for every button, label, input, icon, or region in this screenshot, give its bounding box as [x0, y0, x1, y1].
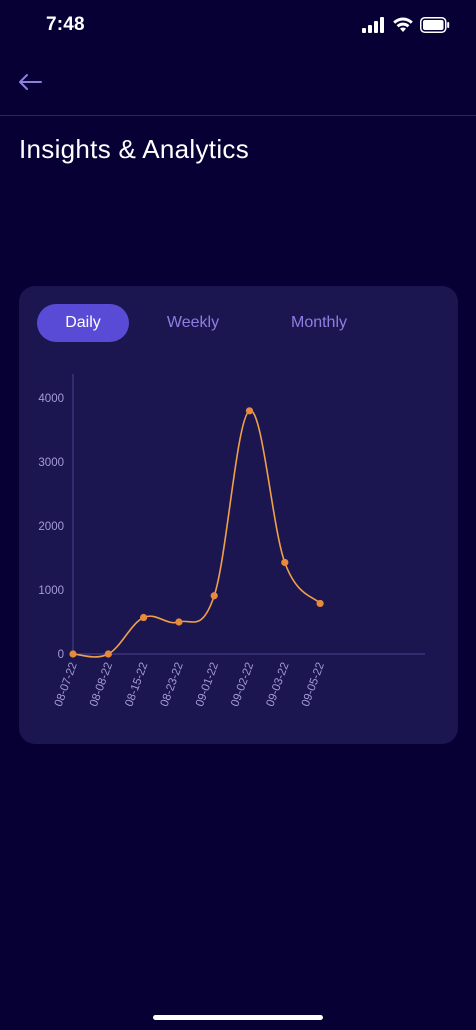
tab-weekly[interactable]: Weekly [166, 314, 220, 331]
data-point [210, 592, 218, 600]
series-line [72, 409, 321, 658]
y-tick-label: 2000 [38, 521, 64, 533]
back-button[interactable] [14, 68, 46, 96]
battery-icon [420, 17, 450, 33]
arrow-left-icon [19, 74, 42, 90]
x-tick-label: 08-23-22 [159, 661, 186, 708]
x-tick-label: 09-01-22 [194, 661, 221, 708]
x-tick-label: 09-03-22 [265, 661, 292, 708]
data-point [140, 613, 148, 622]
status-time: 7:48 [46, 14, 85, 35]
x-tick-label: 08-15-22 [123, 661, 150, 708]
page-title: Insights & Analytics [19, 134, 249, 164]
data-point [281, 558, 289, 567]
tab-monthly[interactable]: Monthly [290, 314, 348, 331]
y-tick-label: 4000 [38, 393, 64, 405]
data-point [316, 599, 324, 608]
y-tick-label: 3000 [38, 457, 64, 469]
x-tick-label: 08-08-22 [88, 661, 115, 708]
y-tick-label: 0 [58, 649, 64, 661]
data-point [245, 407, 254, 415]
x-tick-label: 09-02-22 [229, 661, 256, 708]
header-divider [0, 115, 476, 116]
x-tick-label: 08-07-22 [53, 661, 80, 708]
analytics-card: Daily Weekly Monthly 0 1000 2000 3000 4000 08… [19, 286, 458, 744]
tab-daily[interactable]: Daily [37, 304, 129, 342]
data-point [104, 650, 112, 658]
home-indicator[interactable] [153, 1015, 323, 1020]
y-tick-label: 1000 [38, 585, 64, 597]
status-bar: 7:48 [0, 0, 476, 52]
data-point [175, 618, 183, 626]
line-chart: 0 1000 2000 3000 4000 08-07-22 08-08-22 08-15-2… [38, 374, 425, 708]
x-tick-label: 09-05-22 [300, 661, 327, 708]
data-point [69, 650, 77, 658]
wifi-icon [393, 17, 413, 32]
cellular-signal-icon [362, 17, 384, 33]
